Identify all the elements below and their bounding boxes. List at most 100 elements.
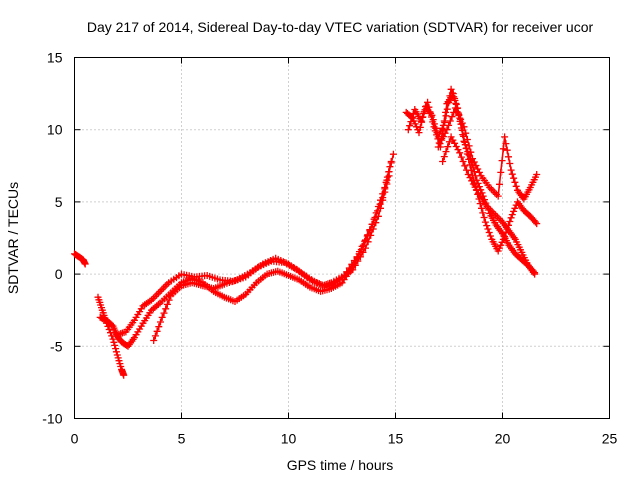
data-point-marker: [532, 218, 539, 226]
data-point-marker: [165, 296, 173, 304]
data-point-marker: [483, 222, 491, 230]
series-s4: [113, 150, 397, 339]
data-point-marker: [112, 345, 120, 353]
data-point-marker: [485, 229, 493, 236]
data-point-marker: [440, 153, 448, 161]
data-point-marker: [356, 253, 364, 261]
data-point-marker: [497, 168, 505, 176]
data-point-marker: [109, 335, 117, 343]
data-point-marker: [479, 209, 487, 217]
data-point-marker: [442, 148, 450, 156]
data-point-marker: [379, 196, 387, 204]
axis-ticks: [74, 57, 610, 419]
data-point-marker: [348, 260, 356, 268]
data-point-marker: [367, 231, 375, 239]
data-point-marker: [499, 145, 507, 153]
x-tick-label: 5: [178, 431, 186, 447]
data-point-marker: [459, 158, 467, 165]
data-point-marker: [431, 127, 439, 135]
grid: [74, 57, 610, 419]
data-point-marker: [111, 341, 119, 349]
data-point-marker: [460, 123, 468, 131]
data-point-marker: [356, 248, 363, 256]
data-point-marker: [463, 166, 470, 174]
data-point-marker: [475, 168, 483, 176]
data-point-marker: [157, 318, 164, 326]
data-point-marker: [462, 129, 470, 137]
data-point-marker: [478, 204, 485, 212]
data-point-marker: [507, 166, 515, 174]
data-point-marker: [150, 337, 158, 344]
series-s7: [404, 90, 541, 255]
data-point-marker: [383, 180, 391, 188]
series-s8: [434, 104, 541, 203]
y-tick-label: -10: [42, 411, 62, 427]
data-point-marker: [419, 113, 426, 121]
data-point-marker: [502, 140, 510, 148]
data-point-marker: [81, 260, 89, 268]
data-point-marker: [508, 170, 516, 178]
data-point-marker: [364, 238, 372, 246]
data-point-marker: [120, 371, 128, 379]
data-point-marker: [467, 148, 475, 156]
data-point-marker: [416, 123, 424, 131]
data-point-marker: [442, 108, 450, 116]
data-point-marker: [511, 204, 519, 212]
data-point-marker: [507, 214, 515, 222]
x-tick-label: 25: [602, 431, 618, 447]
y-tick-label: 5: [55, 194, 63, 210]
data-point-marker: [451, 104, 459, 112]
data-point-marker: [362, 244, 369, 252]
data-point-marker: [454, 146, 462, 154]
data-point-marker: [162, 305, 170, 313]
x-tick-labels: 0 5 10 15 20 25: [71, 431, 618, 447]
series-group: [71, 85, 541, 379]
data-point-marker: [481, 218, 489, 226]
data-point-marker: [163, 300, 171, 308]
data-point-marker: [465, 155, 473, 163]
data-point-marker: [506, 160, 514, 167]
data-point-marker: [494, 192, 502, 200]
data-point-marker: [425, 103, 433, 111]
data-point-marker: [359, 248, 367, 256]
data-point-marker: [510, 207, 518, 215]
data-point-marker: [487, 232, 494, 240]
data-point-marker: [430, 123, 438, 131]
data-point-marker: [510, 174, 518, 182]
data-point-marker: [508, 211, 516, 219]
data-point-marker: [439, 158, 447, 165]
data-point-marker: [446, 117, 454, 125]
data-point-marker: [151, 332, 159, 340]
data-point-marker: [461, 162, 469, 170]
y-tick-labels: -10 -5 0 5 10 15: [42, 50, 62, 427]
data-point-marker: [408, 114, 416, 122]
data-point-marker: [451, 95, 459, 102]
data-point-marker: [407, 118, 415, 126]
series-s9: [439, 133, 539, 278]
y-tick-label: 15: [47, 50, 63, 66]
data-point-marker: [385, 172, 393, 180]
data-point-marker: [158, 313, 166, 321]
x-tick-label: 15: [388, 431, 404, 447]
data-point-marker: [155, 323, 163, 331]
series-s1: [71, 250, 89, 268]
y-tick-label: 0: [55, 266, 63, 282]
chart-title: Day 217 of 2014, Sidereal Day-to-day VTE…: [87, 19, 594, 35]
y-tick-label: -5: [50, 338, 63, 354]
x-tick-label: 10: [281, 431, 297, 447]
data-point-marker: [381, 188, 389, 196]
data-point-marker: [501, 133, 509, 141]
data-point-marker: [372, 219, 380, 227]
data-point-marker: [415, 129, 423, 137]
data-point-marker: [533, 220, 541, 228]
data-point-marker: [433, 131, 441, 139]
data-point-marker: [420, 110, 428, 117]
plot-frame: [74, 57, 610, 419]
data-point-marker: [505, 153, 512, 161]
data-point-marker: [421, 106, 429, 114]
data-point-marker: [501, 233, 509, 241]
data-point-marker: [440, 117, 448, 125]
data-point-marker: [406, 122, 414, 130]
data-point-marker: [445, 121, 453, 129]
